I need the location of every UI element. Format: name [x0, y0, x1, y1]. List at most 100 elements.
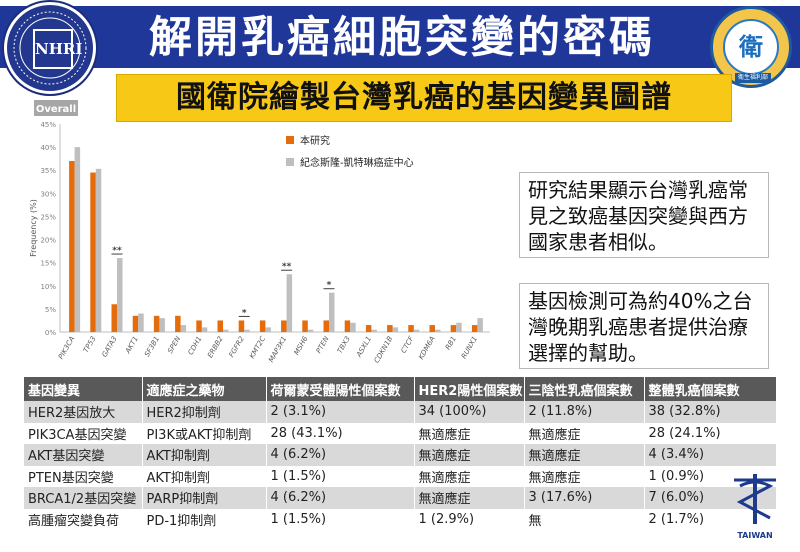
page-subtitle: 國衛院繪製台灣乳癌的基因變異圖譜	[176, 80, 672, 115]
bar-study	[387, 325, 393, 332]
x-tick-label: MAP3K1	[267, 335, 288, 364]
bar-mskcc	[307, 329, 314, 332]
x-tick-label: SF3B1	[143, 335, 161, 358]
x-tick-label: ERBB2	[206, 335, 225, 360]
bar-mskcc	[95, 168, 102, 332]
x-tick-label: CTCF	[400, 334, 416, 354]
table-cell: 1 (1.5%)	[266, 465, 415, 487]
significance-mark: *	[242, 308, 247, 318]
chart-title-badge	[34, 100, 78, 116]
bar-mskcc	[456, 322, 462, 332]
y-tick-label: 10%	[40, 283, 56, 291]
bar-mskcc	[180, 325, 187, 332]
table-cell: 34 (100%)	[414, 401, 525, 423]
x-tick-label: KMT2C	[248, 335, 267, 360]
bar-mskcc	[117, 258, 123, 332]
table-cell: 無適應症	[414, 465, 525, 487]
x-tick-label: ASXL1	[355, 335, 374, 359]
table-cell: 1 (1.5%)	[266, 508, 415, 530]
bar-study	[132, 315, 139, 332]
mohw-footer-logo: TAIWAN	[724, 470, 786, 548]
y-axis-label: Frequency (%)	[29, 199, 38, 257]
header-cell: HER2陽性個案數	[414, 377, 525, 401]
table-cell: PTEN基因突變	[24, 465, 143, 487]
table-cell: AKT抑制劑	[142, 465, 267, 487]
significance-mark: **	[282, 262, 292, 272]
subtitle-banner: 國衛院繪製台灣乳癌的基因變異圖譜	[116, 74, 732, 122]
bar-mskcc	[477, 318, 483, 332]
bar-study	[408, 325, 414, 332]
table-header-row: 基因變異 適應症之藥物 荷爾蒙受體陽性個案數 HER2陽性個案數 三陰性乳癌個案…	[24, 377, 777, 401]
table-cell: 38 (32.8%)	[644, 401, 777, 423]
chart-title: Overall	[36, 104, 76, 115]
table-cell: 1 (0.9%)	[644, 465, 777, 487]
mutation-frequency-chart: Overall 0% 5% 10% 15% 20% 25% 30% 35% 40% 45% Frequ…	[22, 96, 522, 366]
x-tick-label: CDH1	[187, 335, 204, 356]
bar-mskcc	[265, 327, 271, 332]
table-cell: 28 (43.1%)	[266, 422, 415, 444]
table-cell: 2 (1.7%)	[644, 508, 777, 530]
y-tick-label: 0%	[45, 329, 56, 337]
bar-mskcc	[138, 313, 144, 332]
nhri-emblem: NHRI	[33, 29, 82, 69]
table-cell: 7 (6.0%)	[644, 487, 777, 509]
x-tick-label: GATA3	[101, 335, 119, 359]
table-cell: 28 (24.1%)	[644, 422, 777, 444]
header-cell: 基因變異	[24, 377, 143, 401]
table-row: HER2基因放大 HER2抑制劑 2 (3.1%) 34 (100%) 2 (1…	[24, 401, 777, 423]
callout-treatment: 基因檢測可為約40%之台灣晚期乳癌患者提供治療選擇的幫助。	[519, 283, 769, 369]
x-tick-label: CDKN1B	[373, 335, 395, 365]
x-tick-label: TBX3	[336, 335, 352, 355]
significance-mark: **	[112, 246, 122, 256]
table-cell: 1 (2.9%)	[414, 508, 525, 530]
table-row: PTEN基因突變 AKT抑制劑 1 (1.5%) 無適應症 無適應症 1 (0.…	[24, 465, 777, 487]
bar-study	[259, 320, 266, 332]
y-tick-label: 20%	[40, 237, 56, 245]
mohw-seal-logo: 衛 衛生福利部	[710, 6, 792, 88]
legend-swatch	[286, 158, 294, 166]
chart-svg: Overall 0% 5% 10% 15% 20% 25% 30% 35% 40% 45% Frequ…	[29, 100, 490, 365]
seal-label: 衛生福利部	[735, 73, 771, 83]
table-cell: HER2基因放大	[24, 401, 143, 423]
table-cell: PIK3CA基因突變	[24, 422, 143, 444]
table-cell: AKT基因突變	[24, 444, 143, 466]
nhri-logo: NHRI	[4, 2, 96, 94]
table-cell: 無適應症	[524, 465, 645, 487]
bar-study	[450, 325, 457, 332]
logo-ring	[13, 11, 87, 85]
table-cell: 無	[524, 508, 645, 530]
header-cell: 整體乳癌個案數	[644, 377, 777, 401]
bar-study	[344, 320, 351, 332]
y-tick-label: 15%	[40, 260, 56, 268]
table-cell: PI3K或AKT抑制劑	[142, 422, 267, 444]
bar-mskcc	[244, 329, 250, 332]
table-cell: 4 (3.4%)	[644, 444, 777, 466]
page-header: NHRI 解開乳癌細胞突變的密碼 衛 衛生福利部 國衛院繪製台灣乳癌的基因變異圖…	[0, 0, 800, 128]
x-tick-label: RB1	[444, 335, 458, 351]
table-cell: 高腫瘤突變負荷	[24, 508, 143, 530]
bar-mskcc	[392, 327, 399, 332]
bar-mskcc	[159, 318, 165, 332]
x-tick-label: SPEN	[166, 334, 182, 355]
header-cell: 荷爾蒙受體陽性個案數	[266, 377, 415, 401]
header-band	[0, 6, 800, 68]
y-tick-label: 30%	[40, 190, 56, 198]
table-cell: 4 (6.2%)	[266, 444, 415, 466]
bar-study	[238, 320, 245, 332]
table-cell: 2 (3.1%)	[266, 401, 415, 423]
x-tick-label: AKT1	[123, 335, 139, 356]
bar-mskcc	[371, 329, 377, 332]
bar-mskcc	[435, 329, 441, 332]
legend-label: 本研究	[300, 134, 330, 147]
bar-study	[69, 160, 75, 332]
bar-mskcc	[350, 322, 356, 332]
bar-mskcc	[413, 329, 420, 332]
table-cell: 無適應症	[414, 444, 525, 466]
bar-mskcc	[74, 147, 81, 332]
callout-similarity: 研究結果顯示台灣乳癌常見之致癌基因突變與西方國家患者相似。	[519, 172, 769, 258]
table-cell: 無適應症	[524, 444, 645, 466]
table-cell: PARP抑制劑	[142, 487, 267, 509]
bar-study	[196, 320, 202, 332]
y-tick-label: 40%	[40, 144, 56, 152]
x-tick-label: RUNX1	[460, 335, 479, 360]
